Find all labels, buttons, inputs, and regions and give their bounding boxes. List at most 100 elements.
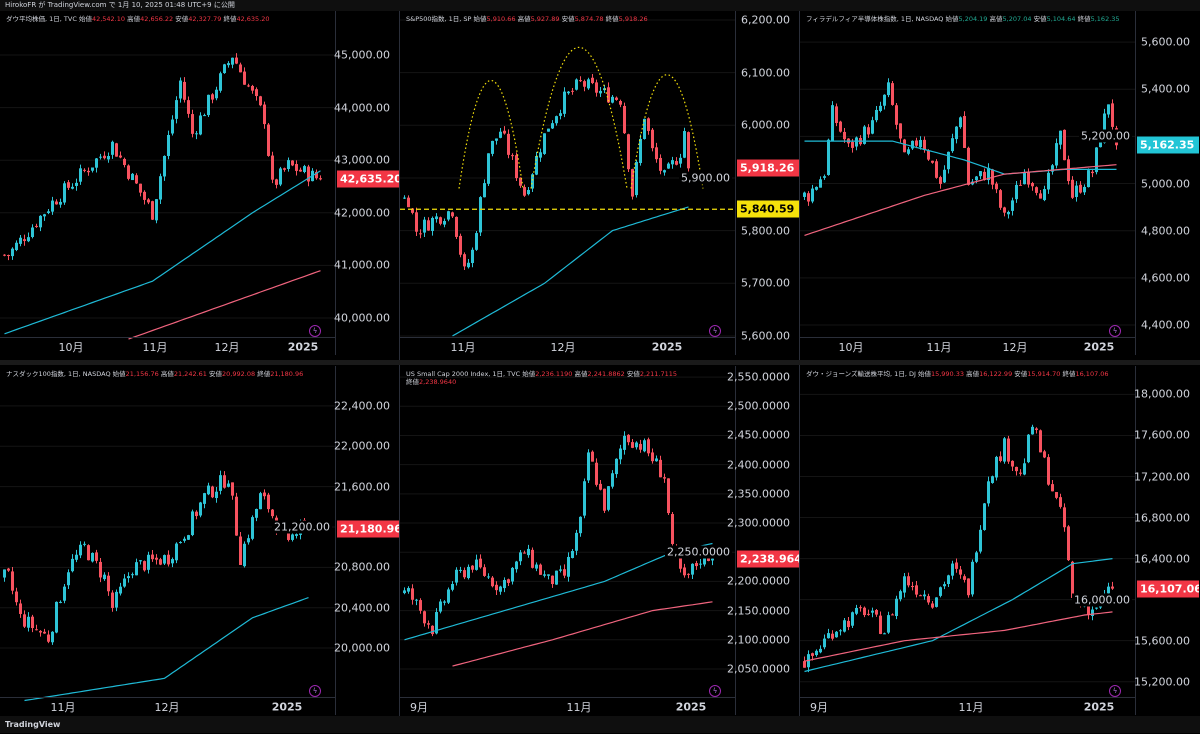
candle-body bbox=[891, 83, 894, 105]
candle-body bbox=[835, 631, 838, 638]
price-chart[interactable] bbox=[0, 366, 335, 715]
candle-body bbox=[911, 140, 914, 149]
lightning-icon[interactable]: ϟ bbox=[309, 685, 321, 697]
candle-body bbox=[887, 82, 890, 96]
candle-body bbox=[423, 219, 426, 233]
time-axis-label: 2025 bbox=[675, 700, 707, 714]
candle-body bbox=[191, 114, 194, 134]
candle-body bbox=[651, 129, 654, 149]
price-chart[interactable] bbox=[800, 11, 1135, 355]
chart-panel[interactable]: ナスダック100指数, 1日, NASDAQ 始値21,156.76 高値21,… bbox=[0, 366, 399, 715]
price-axis[interactable]: 2,550.0000 2,500.0000 2,450.0000 2,400.0000… bbox=[727, 366, 799, 715]
price-tick-label: 16,400.00 bbox=[1134, 552, 1190, 566]
candle-body bbox=[427, 220, 430, 231]
candle-body bbox=[971, 561, 974, 595]
price-axis[interactable]: 18,000.00 17,600.00 17,200.00 16,800.00 16,4… bbox=[1134, 366, 1199, 715]
chart-panel[interactable]: S&P500指数, 1日, SP 始値5,910.66 高値5,927.89 安… bbox=[400, 11, 799, 355]
candle-body bbox=[835, 106, 838, 123]
candle-body bbox=[555, 570, 558, 585]
candle-body bbox=[79, 168, 82, 182]
candle-body bbox=[815, 186, 818, 190]
tradingview-logo[interactable]: TradingView bbox=[5, 720, 61, 729]
candle-body bbox=[147, 199, 150, 203]
lightning-icon[interactable]: ϟ bbox=[709, 325, 721, 337]
price-chart[interactable] bbox=[400, 366, 735, 715]
candle-body bbox=[35, 629, 38, 631]
candle-body bbox=[147, 554, 150, 570]
price-tick-label: 41,000.00 bbox=[334, 258, 390, 272]
candle-body bbox=[499, 131, 502, 138]
candle-body bbox=[1003, 207, 1006, 213]
panel-divider[interactable] bbox=[0, 360, 1200, 365]
candle-body bbox=[863, 607, 866, 616]
candle-body bbox=[615, 97, 618, 100]
candle-body bbox=[1079, 184, 1082, 193]
price-axis[interactable]: 22,400.00 22,000.00 21,600.00 20,800.00 20,4… bbox=[334, 366, 399, 715]
price-axis[interactable]: 45,000.00 44,000.00 43,000.00 42,000.00 41,0… bbox=[334, 11, 399, 355]
price-chart[interactable] bbox=[400, 11, 735, 355]
high-value: 5,207.04 bbox=[1002, 15, 1032, 23]
candle-body bbox=[611, 473, 614, 487]
time-axis-label: 11月 bbox=[566, 701, 592, 714]
lightning-icon[interactable]: ϟ bbox=[1109, 325, 1121, 337]
lightning-icon[interactable]: ϟ bbox=[1109, 685, 1121, 697]
candle-body bbox=[435, 612, 438, 634]
candle-body bbox=[1031, 426, 1034, 435]
candle-body bbox=[1107, 104, 1110, 115]
price-tick-label: 15,200.00 bbox=[1134, 675, 1190, 689]
candle-body bbox=[483, 183, 486, 198]
last-price-badge: 2,238.9640 bbox=[737, 550, 799, 568]
candle-body bbox=[571, 90, 574, 92]
chart-panel[interactable]: ダウ・ジョーンズ輸送株平均, 1日, DJ 始値15,990.33 高値16,1… bbox=[800, 366, 1199, 715]
candle-body bbox=[623, 435, 626, 450]
candle-body bbox=[1043, 189, 1046, 201]
candle-body bbox=[47, 211, 50, 214]
candle-body bbox=[907, 576, 910, 586]
high-label: 高値 bbox=[127, 15, 141, 23]
lightning-icon[interactable]: ϟ bbox=[709, 685, 721, 697]
open-value: 15,990.33 bbox=[930, 370, 965, 378]
chart-panel[interactable]: フィラデルフィア半導体株指数, 1日, NASDAQ 始値5,204.19 高値… bbox=[800, 11, 1199, 355]
chart-panel[interactable]: US Small Cap 2000 Index, 1日, TVC 始値2,236… bbox=[400, 366, 799, 715]
symbol-title: S&P500指数, 1日, SP bbox=[406, 15, 472, 23]
candle-body bbox=[695, 563, 698, 567]
chart-legend: ナスダック100指数, 1日, NASDAQ 始値21,156.76 高値21,… bbox=[6, 370, 303, 378]
candle-body bbox=[871, 120, 874, 134]
candle-body bbox=[1047, 457, 1050, 485]
candle-body bbox=[303, 166, 306, 173]
price-tick-label: 5,600.00 bbox=[1141, 35, 1190, 49]
high-value: 42,656.22 bbox=[140, 15, 174, 23]
candle-body bbox=[571, 551, 574, 558]
candle-body bbox=[43, 214, 46, 217]
price-axis[interactable]: 5,600.00 5,400.00 5,000.00 4,800.00 4,600.00… bbox=[1135, 11, 1199, 355]
candle-body bbox=[975, 176, 978, 181]
candle-body bbox=[963, 116, 966, 148]
candle-body bbox=[47, 634, 50, 642]
candle-body bbox=[583, 481, 586, 516]
price-chart[interactable] bbox=[0, 11, 335, 355]
price-tick-label: 4,800.00 bbox=[1141, 224, 1190, 238]
price-axis[interactable]: 6,200.00 6,100.00 6,000.00 5,800.00 5,700.00… bbox=[735, 11, 799, 355]
candle-body bbox=[663, 170, 666, 173]
candle-body bbox=[275, 179, 278, 185]
candle-body bbox=[1019, 472, 1022, 474]
candle-body bbox=[63, 183, 66, 203]
candle-body bbox=[1023, 463, 1026, 475]
chart-legend: ダウ平均株価, 1日, TVC 始値42,542.10 高値42,656.22 … bbox=[6, 15, 270, 23]
chart-panel[interactable]: ダウ平均株価, 1日, TVC 始値42,542.10 高値42,656.22 … bbox=[0, 11, 399, 355]
candle-body bbox=[827, 633, 830, 639]
open-label: 始値 bbox=[917, 370, 931, 378]
candle-body bbox=[1003, 438, 1006, 462]
candle-body bbox=[163, 155, 166, 177]
open-value: 21,156.76 bbox=[125, 370, 159, 378]
moving-average-slow bbox=[452, 601, 713, 667]
lightning-icon[interactable]: ϟ bbox=[309, 325, 321, 337]
price-chart[interactable] bbox=[800, 366, 1135, 715]
candle-body bbox=[919, 595, 922, 597]
candle-body bbox=[55, 601, 58, 633]
candle-body bbox=[51, 631, 54, 643]
candle-body bbox=[107, 575, 110, 592]
candle-body bbox=[403, 590, 406, 594]
candle-body bbox=[255, 89, 258, 97]
moving-average-fast bbox=[804, 558, 1113, 673]
